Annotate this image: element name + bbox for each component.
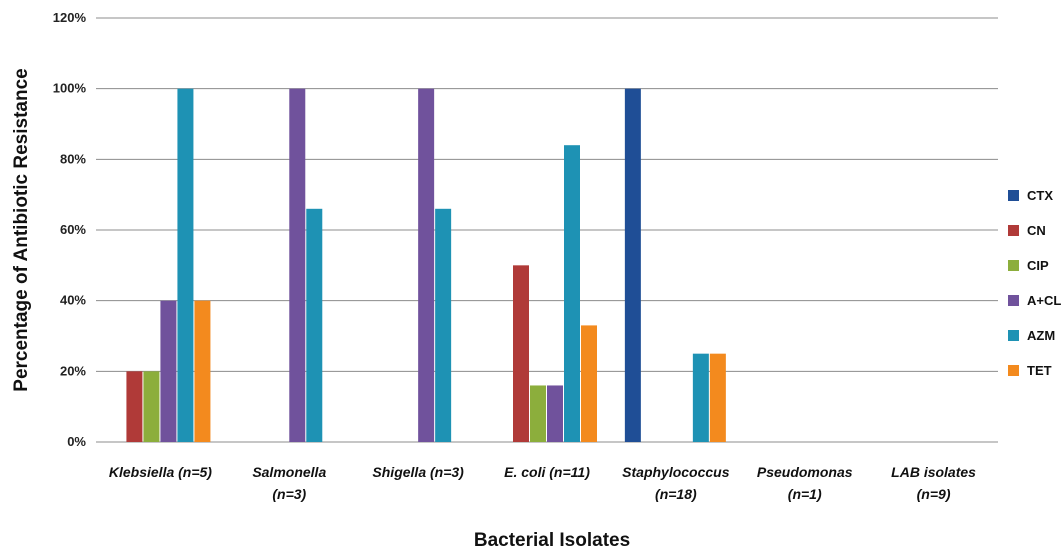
legend: CTX CN CIP A+CL AZM TET xyxy=(1008,188,1061,378)
bar-tet xyxy=(709,353,726,442)
bar-cip xyxy=(143,371,160,442)
y-tick-label: 0% xyxy=(67,434,86,449)
x-category-label: (n=3) xyxy=(272,486,306,502)
legend-label: CN xyxy=(1027,223,1046,238)
gridlines xyxy=(96,17,998,443)
legend-swatch xyxy=(1008,190,1019,201)
legend-label: TET xyxy=(1027,363,1052,378)
bar-a-cl xyxy=(289,88,306,443)
y-tick-label: 100% xyxy=(53,81,87,96)
legend-swatch xyxy=(1008,295,1019,306)
bar-azm xyxy=(692,353,709,442)
x-category-label: LAB isolates xyxy=(891,464,976,480)
y-tick-label: 80% xyxy=(60,151,86,166)
y-axis-title: Percentage of Antibiotic Resistance xyxy=(11,68,32,391)
x-category-label: (n=18) xyxy=(655,486,697,502)
y-tick-label: 20% xyxy=(60,363,86,378)
legend-label: CIP xyxy=(1027,258,1049,273)
bar-a-cl xyxy=(160,300,177,442)
x-category-label: Shigella (n=3) xyxy=(372,464,464,480)
bar-azm xyxy=(564,145,580,442)
bar-cip xyxy=(530,385,546,442)
y-tick-label: 60% xyxy=(60,222,86,237)
legend-swatch xyxy=(1008,260,1019,271)
y-tick-label: 40% xyxy=(60,293,86,308)
x-category-label: Pseudomonas xyxy=(757,464,853,480)
bar-azm xyxy=(306,208,323,442)
x-category-label: Klebsiella (n=5) xyxy=(109,464,212,480)
bar-azm xyxy=(435,208,452,442)
x-axis-title: Bacterial Isolates xyxy=(474,530,630,550)
legend-swatch xyxy=(1008,365,1019,376)
bar-tet xyxy=(581,325,597,442)
legend-label: A+CL xyxy=(1027,293,1061,308)
bar-cn xyxy=(513,265,529,442)
x-category-label: Salmonella xyxy=(252,464,326,480)
legend-label: AZM xyxy=(1027,328,1055,343)
y-tick-label: 120% xyxy=(53,10,87,25)
bar-cn xyxy=(126,371,143,442)
legend-label: CTX xyxy=(1027,188,1053,203)
x-category-label: Staphylococcus xyxy=(622,464,730,480)
bar-azm xyxy=(177,88,194,443)
bars xyxy=(126,88,726,443)
bar-a-cl xyxy=(418,88,435,443)
y-axis-ticks: 0% 20% 40% 60% 80% 100% 120% xyxy=(53,10,87,449)
legend-swatch xyxy=(1008,225,1019,236)
x-category-label: E. coli (n=11) xyxy=(504,464,590,480)
bar-a-cl xyxy=(547,385,563,442)
x-category-label: (n=9) xyxy=(917,486,951,502)
x-axis-labels: Klebsiella (n=5) Salmonella (n=3) Shigella … xyxy=(109,464,976,502)
bar-ctx xyxy=(624,88,641,443)
x-category-label: (n=1) xyxy=(788,486,822,502)
legend-swatch xyxy=(1008,330,1019,341)
bar-tet xyxy=(194,300,211,442)
